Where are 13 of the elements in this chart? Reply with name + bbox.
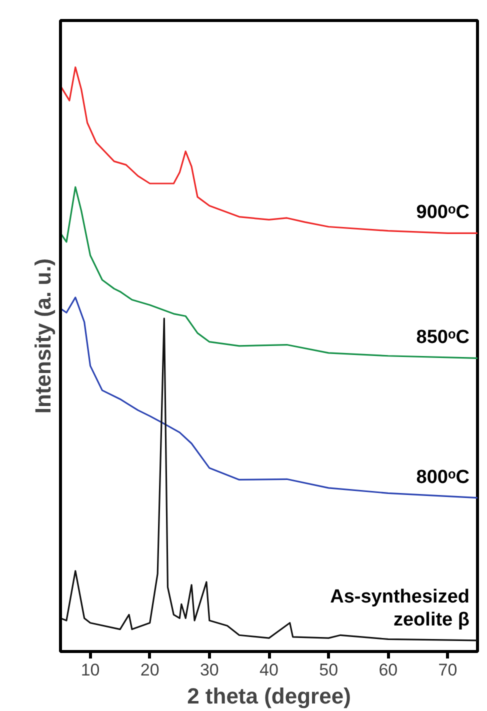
y-axis-title: Intensity (a. u.) [30,258,56,414]
x-tick-label: 30 [200,660,219,680]
x-tick-label: 40 [260,660,278,680]
x-axis-title: 2 theta (degree) [187,684,351,708]
x-tick-label: 70 [438,660,458,680]
series-label: 850ᵒC [416,327,470,348]
x-tick-label: 10 [80,660,100,680]
series-label: 800ᵒC [416,466,470,488]
series-label: 900ᵒC [416,202,470,224]
x-tick-label: 50 [319,660,338,680]
x-tick-label: 20 [140,660,160,680]
series-label: As-synthesized zeolite β [330,586,470,630]
x-tick-label: 60 [378,660,398,680]
